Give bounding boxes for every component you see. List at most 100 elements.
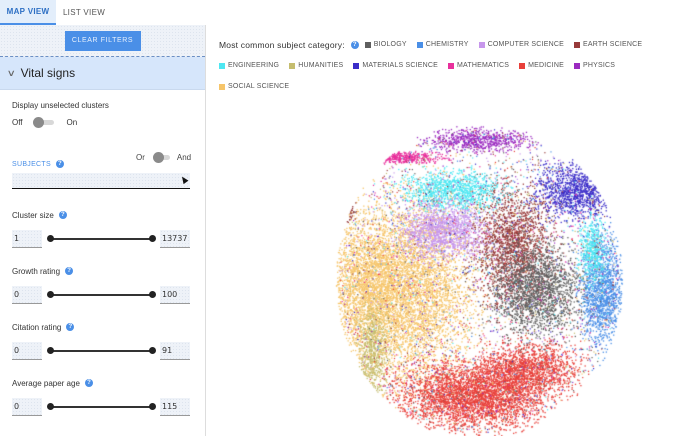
legend-item-materials-science[interactable]: MATERIALS SCIENCE <box>353 62 438 69</box>
filter-sidebar: CLEAR FILTERS ∨ Vital signs Display unse… <box>0 25 206 436</box>
legend-title: Most common subject category:? <box>219 40 359 50</box>
toggle-track <box>35 120 54 125</box>
subjects-label: SUBJECTS ? <box>12 160 64 168</box>
slider-track[interactable] <box>50 406 152 408</box>
slider-max-handle[interactable] <box>149 291 156 298</box>
slider-label-text: Growth rating <box>12 266 61 276</box>
color-swatch <box>219 83 225 90</box>
slider-label: Growth rating? <box>12 265 192 277</box>
cluster-map-canvas[interactable] <box>207 25 700 436</box>
and-label: And <box>176 152 192 162</box>
help-icon[interactable]: ? <box>66 323 75 331</box>
legend-item-social-science[interactable]: SOCIAL SCIENCE <box>219 83 289 90</box>
toggle-knob <box>152 152 164 163</box>
max-value-input[interactable]: 91 <box>160 342 190 360</box>
slider-track[interactable] <box>50 238 152 240</box>
legend-item-physics[interactable]: PHYSICS <box>573 62 616 69</box>
subject-legend: Most common subject category:? BIOLOGY C… <box>219 34 694 97</box>
max-value-input[interactable]: 13737 <box>160 230 190 248</box>
slider-max-handle[interactable] <box>149 403 156 410</box>
slider-label: Cluster size? <box>12 209 192 221</box>
tab-map-view[interactable]: MAP VIEW <box>0 0 56 25</box>
range-slider: 0 91 <box>12 342 192 360</box>
vital-signs-header[interactable]: ∨ Vital signs <box>0 57 205 90</box>
legend-row: ENGINEERING HUMANITIES MATERIALS SCIENCE… <box>219 55 694 76</box>
min-value-input[interactable]: 0 <box>12 398 42 416</box>
help-icon[interactable]: ? <box>84 379 93 387</box>
min-value-input[interactable]: 1 <box>12 230 42 248</box>
slider-label-text: Average paper age <box>12 378 80 388</box>
legend-item-biology[interactable]: BIOLOGY <box>364 41 407 48</box>
legend-label: PHYSICS <box>582 62 616 69</box>
help-icon[interactable]: ? <box>58 211 67 219</box>
display-unselected-toggle-row: Off On <box>12 117 78 128</box>
range-slider: 1 13737 <box>12 230 192 248</box>
slider-min-handle[interactable] <box>47 347 54 354</box>
legend-label: BIOLOGY <box>373 41 407 48</box>
color-swatch <box>478 41 485 48</box>
slider-track[interactable] <box>50 294 152 296</box>
subjects-or-and-row: Or And <box>136 152 192 163</box>
sidebar-actions: CLEAR FILTERS <box>0 25 205 57</box>
legend-label: COMPUTER SCIENCE <box>487 41 564 48</box>
slider-min-handle[interactable] <box>47 291 54 298</box>
legend-label: CHEMISTRY <box>425 41 469 48</box>
legend-item-humanities[interactable]: HUMANITIES <box>289 62 343 69</box>
legend-label: MATHEMATICS <box>457 62 510 69</box>
color-swatch <box>573 62 580 69</box>
max-value-input[interactable]: 100 <box>160 286 190 304</box>
slider-label: Average paper age? <box>12 377 192 389</box>
average-paper-age-filter: Average paper age? 0 115 <box>12 377 192 416</box>
color-swatch <box>416 41 423 48</box>
help-icon[interactable]: ? <box>65 267 74 275</box>
view-tabs: MAP VIEW LIST VIEW <box>0 0 700 25</box>
color-swatch <box>519 62 526 69</box>
color-swatch <box>219 62 225 69</box>
legend-label: ENGINEERING <box>228 62 280 69</box>
max-value-input[interactable]: 115 <box>160 398 190 416</box>
slider-max-handle[interactable] <box>149 347 156 354</box>
color-swatch <box>289 62 296 69</box>
legend-item-computer-science[interactable]: COMPUTER SCIENCE <box>478 41 564 48</box>
slider-min-handle[interactable] <box>47 403 54 410</box>
min-value-input[interactable]: 0 <box>12 342 42 360</box>
color-swatch <box>353 62 360 69</box>
or-label: Or <box>136 152 145 162</box>
legend-title-text: Most common subject category: <box>219 39 345 50</box>
slider-label-text: Cluster size <box>12 210 54 220</box>
help-icon[interactable]: ? <box>55 160 64 168</box>
legend-row: SOCIAL SCIENCE <box>219 76 694 97</box>
legend-item-earth-science[interactable]: EARTH SCIENCE <box>573 41 642 48</box>
subjects-or-and-toggle[interactable] <box>152 152 171 163</box>
color-swatch <box>448 62 455 69</box>
display-unselected-toggle[interactable] <box>32 117 55 128</box>
slider-label: Citation rating? <box>12 321 192 333</box>
map-panel: Most common subject category:? BIOLOGY C… <box>207 25 700 436</box>
subjects-input[interactable] <box>12 173 190 189</box>
min-value-input[interactable]: 0 <box>12 286 42 304</box>
toggle-off-label: Off <box>12 117 23 127</box>
tab-list-view[interactable]: LIST VIEW <box>62 8 106 17</box>
mouse-cursor-icon <box>179 174 189 185</box>
slider-track[interactable] <box>50 350 152 352</box>
display-unselected-label: Display unselected clusters <box>12 101 109 110</box>
toggle-knob <box>32 117 44 128</box>
subjects-label-text: SUBJECTS <box>12 160 51 168</box>
legend-row: Most common subject category:? BIOLOGY C… <box>219 34 694 55</box>
legend-item-chemistry[interactable]: CHEMISTRY <box>416 41 469 48</box>
clear-filters-button[interactable]: CLEAR FILTERS <box>64 30 141 51</box>
citation-rating-filter: Citation rating? 0 91 <box>12 321 192 360</box>
slider-min-handle[interactable] <box>47 235 54 242</box>
legend-item-engineering[interactable]: ENGINEERING <box>219 62 279 69</box>
slider-max-handle[interactable] <box>149 235 156 242</box>
legend-label: MATERIALS SCIENCE <box>362 62 439 69</box>
legend-item-medicine[interactable]: MEDICINE <box>519 62 564 69</box>
legend-label: SOCIAL SCIENCE <box>228 83 290 90</box>
legend-item-mathematics[interactable]: MATHEMATICS <box>448 62 509 69</box>
toggle-on-label: On <box>66 117 78 127</box>
slider-label-text: Citation rating <box>12 322 62 332</box>
help-icon[interactable]: ? <box>350 40 359 49</box>
range-slider: 0 115 <box>12 398 192 416</box>
color-swatch <box>364 41 371 48</box>
